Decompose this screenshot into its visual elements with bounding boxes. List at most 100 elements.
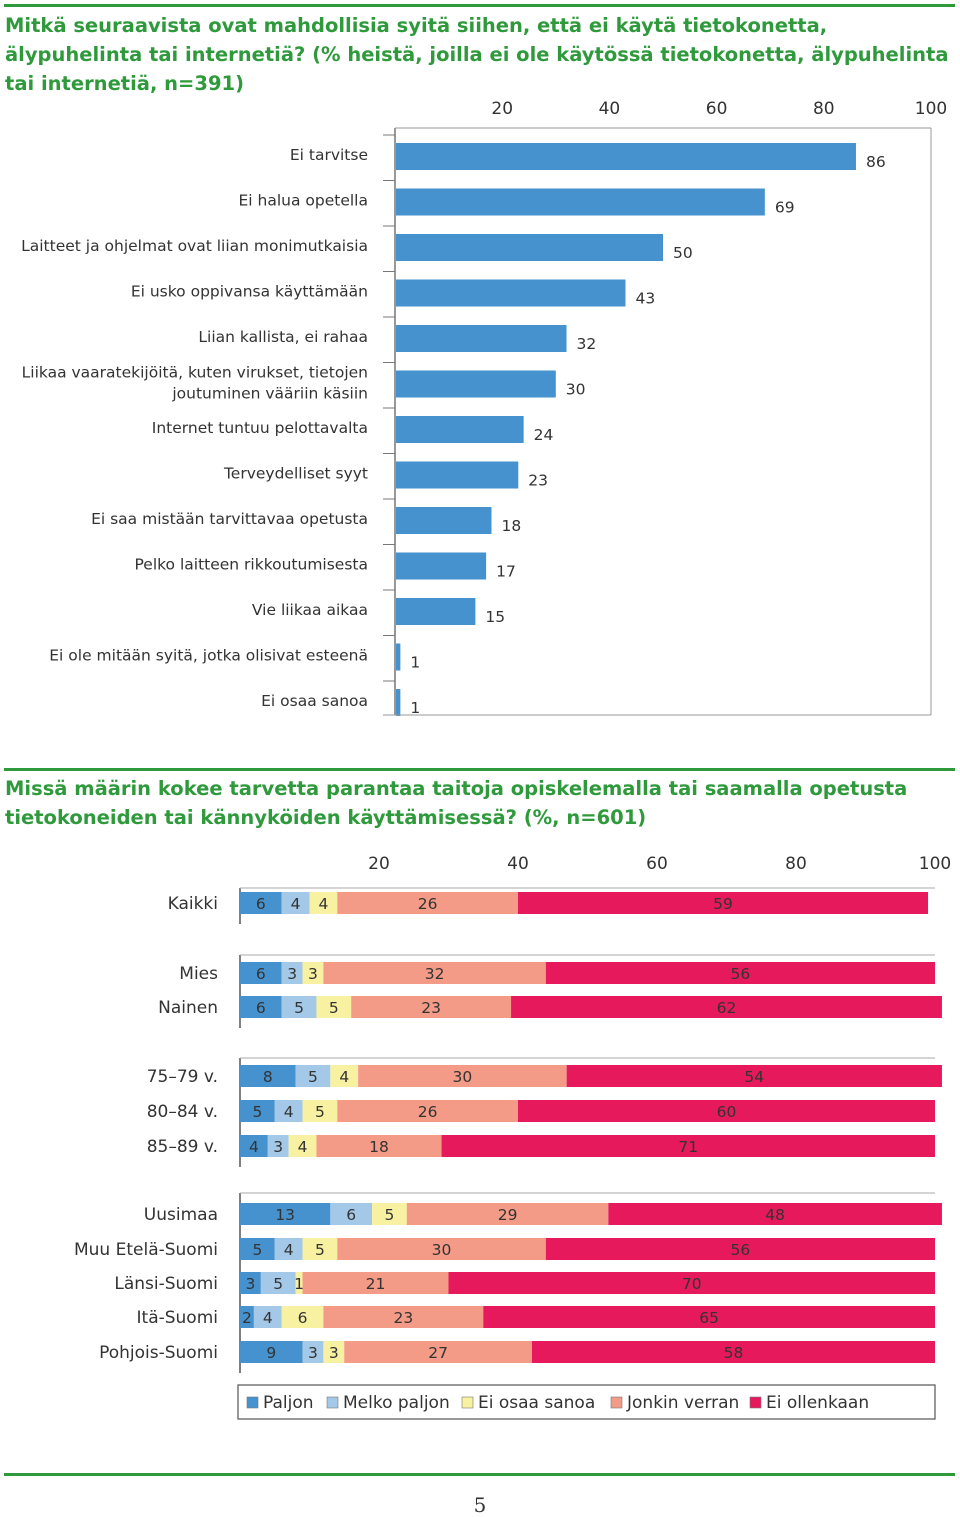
chart1-bar (396, 689, 401, 716)
chart2-segment (531, 1341, 935, 1363)
chart1-category-label: Liikaa vaaratekijöitä, kuten virukset, t… (22, 364, 368, 382)
chart1-bar (396, 507, 492, 534)
chart2-segment (518, 892, 929, 914)
chart1-category-label: Ei osaa sanoa (261, 692, 368, 710)
chart1-bar (396, 234, 663, 261)
chart1-value-label: 32 (577, 335, 597, 353)
chart2-legend-label: Ei osaa sanoa (478, 1393, 595, 1413)
chart2-segment-label: 60 (717, 1103, 737, 1121)
chart2-segment (302, 1272, 449, 1294)
chart2-segment (253, 1306, 282, 1328)
chart2-segment (441, 1135, 935, 1157)
chart2-segment-label: 65 (699, 1309, 719, 1327)
chart2-segment-label: 30 (432, 1241, 452, 1259)
chart2-segment-label: 29 (498, 1206, 518, 1224)
chart1-bar (396, 416, 524, 443)
chart1-value-label: 1 (410, 654, 420, 672)
chart1-value-label: 86 (866, 153, 886, 171)
chart2-row-label: Itä-Suomi (137, 1308, 218, 1328)
chart2-segment (260, 1272, 296, 1294)
chart2-segment (608, 1203, 942, 1225)
chart2-segment-label: 56 (731, 1241, 751, 1259)
chart2-segment (330, 1203, 373, 1225)
chart2-segment-label: 5 (252, 1241, 262, 1259)
chart1-bar (396, 552, 487, 580)
chart2-segment (337, 892, 518, 914)
chart2-row-label: 80–84 v. (147, 1102, 218, 1122)
chart1-category-label: Laitteet ja ohjelmat ovat liian monimutk… (21, 237, 368, 255)
chart1-value-label: 69 (775, 199, 795, 217)
chart2-row-label: 75–79 v. (147, 1067, 218, 1087)
chart2-tick-label: 100 (919, 854, 951, 874)
chart1-bar (396, 598, 476, 625)
chart2-segment-label: 5 (294, 999, 304, 1017)
chart1-bar (396, 370, 556, 398)
chart2-segment (323, 1341, 345, 1363)
chart2-segment (240, 1100, 275, 1122)
chart1-value-label: 24 (534, 426, 554, 444)
chart1-category-label: Ei halua opetella (239, 192, 369, 210)
chart2-row-label: Kaikki (168, 894, 218, 914)
chart2-segment-label: 4 (284, 1241, 294, 1259)
chart2-segment (323, 1306, 484, 1328)
chart2-segment-label: 4 (339, 1068, 349, 1086)
chart2-segment-label: 3 (273, 1138, 283, 1156)
chart2-row-label: Mies (179, 964, 218, 984)
chart2-segment-label: 4 (298, 1138, 308, 1156)
chart2-segment (281, 1306, 324, 1328)
chart2-legend-swatch (326, 1396, 339, 1409)
chart2-segment-label: 6 (298, 1309, 308, 1327)
chart1-tick-label: 40 (599, 99, 621, 119)
chart1-value-label: 30 (566, 381, 586, 399)
chart2-segment (323, 962, 546, 984)
chart2-segment (316, 1135, 442, 1157)
chart1-category-label: Vie liikaa aikaa (252, 601, 368, 619)
chart2-row-label: 85–89 v. (147, 1137, 218, 1157)
chart2-segment-label: 8 (263, 1068, 273, 1086)
chart2-segment-label: 23 (393, 1309, 413, 1327)
chart1-category-label: Terveydelliset syyt (223, 465, 368, 483)
chart1-value-label: 17 (496, 563, 516, 581)
chart2-segment (281, 962, 303, 984)
chart2-tick-label: 20 (368, 854, 390, 874)
chart1-bar (396, 279, 626, 307)
chart2-segment (302, 1238, 338, 1260)
chart1-value-label: 23 (528, 472, 548, 490)
chart2-segment (448, 1272, 935, 1294)
chart2-segment-label: 30 (453, 1068, 473, 1086)
chart1-tick-label: 60 (706, 99, 728, 119)
chart2-segment (351, 996, 512, 1018)
chart2-segment-label: 5 (252, 1103, 262, 1121)
chart2-segment (344, 1341, 532, 1363)
chart2-legend-label: Paljon (263, 1393, 314, 1413)
chart1-category-label: Ei ole mitään syitä, jotka olisivat este… (49, 647, 368, 665)
chart1-bar (396, 643, 401, 671)
chart2-legend-label: Melko paljon (343, 1393, 450, 1413)
chart2-segment (302, 1341, 324, 1363)
chart2-segment (274, 1238, 303, 1260)
page-number: 5 (473, 1493, 487, 1517)
chart1-category-label: Ei tarvitse (290, 146, 368, 164)
chart1-category-label: Ei saa mistään tarvittavaa opetusta (91, 510, 368, 528)
chart2-segment-label: 9 (266, 1344, 276, 1362)
chart2-segment (240, 1306, 254, 1328)
chart1-bar (396, 188, 765, 216)
chart2-segment (240, 892, 282, 914)
chart1-tick-label: 80 (813, 99, 835, 119)
chart2-segment (358, 1065, 567, 1087)
chart2-legend-swatch (610, 1396, 623, 1409)
chart2-segment-label: 13 (275, 1206, 295, 1224)
chart2-segment (240, 996, 282, 1018)
chart2-segment (267, 1135, 289, 1157)
chart2-segment-label: 26 (418, 1103, 438, 1121)
chart2-segment (240, 1065, 296, 1087)
chart2-tick-label: 80 (785, 854, 807, 874)
chart1-value-label: 15 (485, 608, 505, 626)
chart2-segment (240, 1341, 303, 1363)
chart2-row-label: Uusimaa (144, 1205, 218, 1225)
chart2-segment-label: 23 (421, 999, 441, 1017)
chart2-segment (240, 1203, 331, 1225)
chart2-segment (288, 1135, 317, 1157)
chart2-segment-label: 32 (425, 965, 445, 983)
